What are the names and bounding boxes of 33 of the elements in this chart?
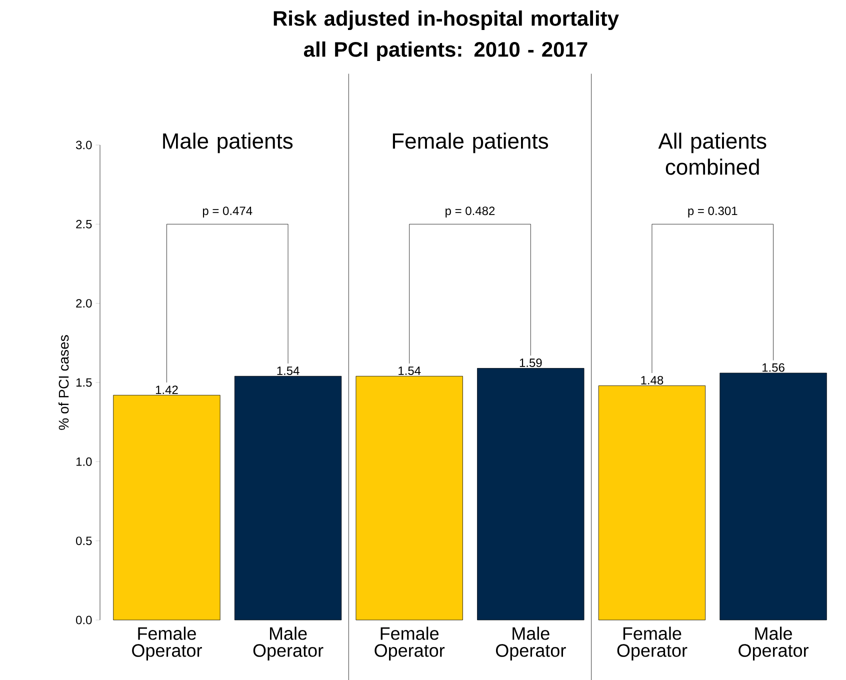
data-label: 1.56 <box>762 363 784 372</box>
x-tick-label: Female Operator <box>132 626 202 660</box>
chart-title: Risk adjusted in-hospital mortality all PCI patients: 2010 - 2017 <box>274 10 619 62</box>
y-axis-title: % of PCI cases <box>58 335 69 430</box>
bar <box>477 368 584 620</box>
data-label: 1.42 <box>156 386 178 394</box>
y-tick-label: 3.0 <box>76 140 92 150</box>
bar <box>720 372 827 620</box>
annotation: Male patients <box>163 132 293 154</box>
y-tick-label: 1.0 <box>76 457 92 466</box>
annotation: Female patients <box>392 132 548 154</box>
bar <box>234 376 342 620</box>
annotation: All patients combined <box>658 132 766 175</box>
x-tick-label: Male Operator <box>253 626 324 660</box>
y-tick-label: 0.5 <box>76 536 92 546</box>
x-tick-label: Female Operator <box>617 626 688 660</box>
data-label: 1.54 <box>277 366 300 375</box>
data-label: 1.48 <box>641 376 664 384</box>
annotation: p = 0.482 <box>446 206 495 218</box>
x-tick-label: Female Operator <box>374 626 445 660</box>
y-tick-label: 2.5 <box>76 220 92 228</box>
data-label: 1.54 <box>398 366 421 375</box>
data-label: 1.59 <box>520 358 542 368</box>
y-tick-label: 2.0 <box>76 299 92 308</box>
y-tick-label: 1.5 <box>76 378 92 387</box>
bar <box>598 385 706 620</box>
bar <box>113 394 220 620</box>
x-tick-label: Male Operator <box>738 626 808 660</box>
annotation: p = 0.474 <box>202 206 252 218</box>
bar <box>356 376 463 620</box>
x-tick-label: Male Operator <box>496 626 566 660</box>
annotation: p = 0.301 <box>688 206 738 218</box>
y-tick-label: 0.0 <box>76 616 92 624</box>
